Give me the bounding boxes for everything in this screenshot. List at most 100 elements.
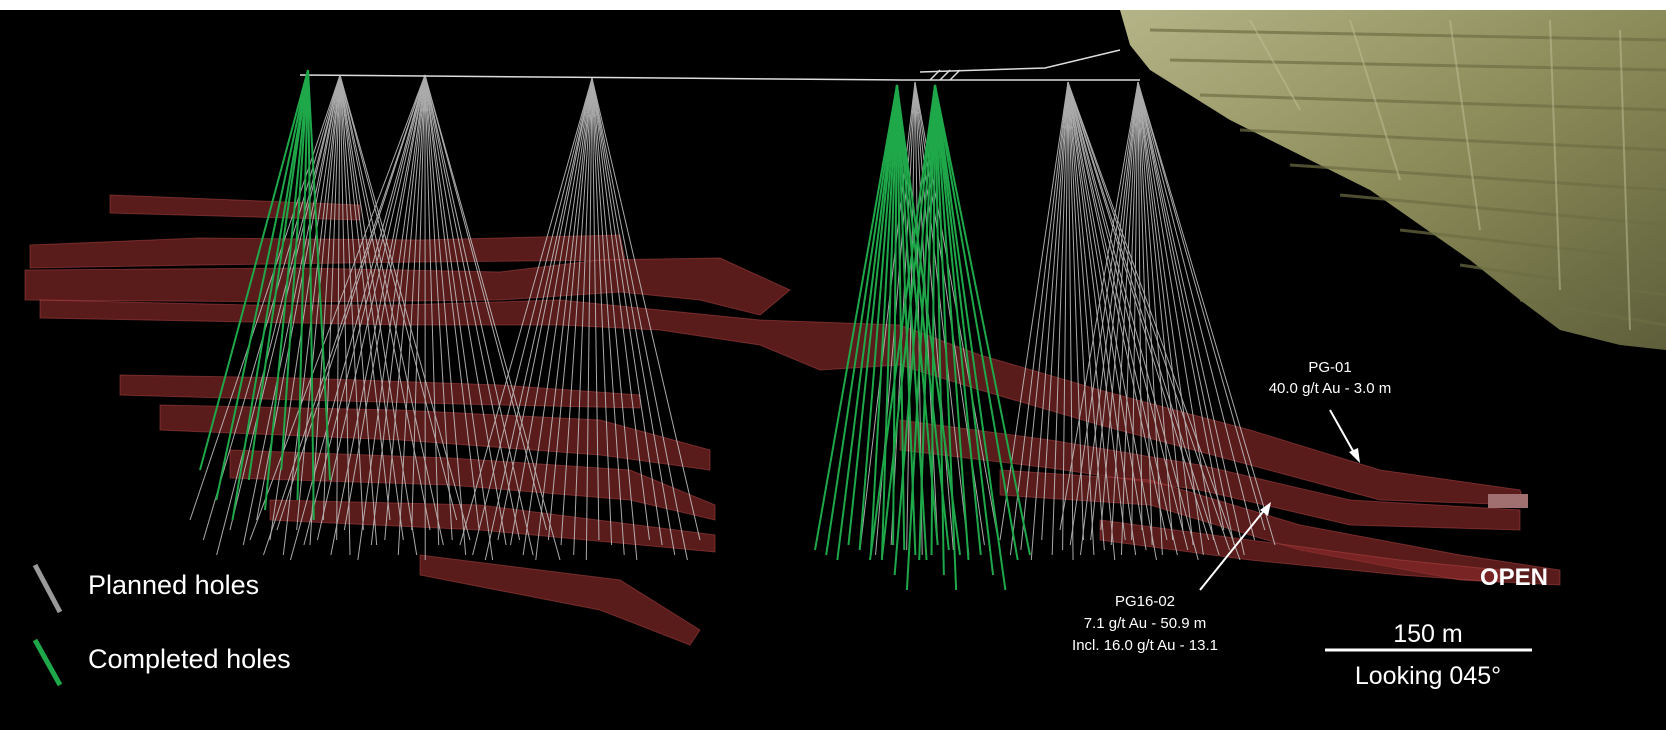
planned-hole	[339, 74, 391, 521]
planned-hole	[1137, 81, 1194, 546]
planned-hole	[1067, 81, 1116, 561]
completed-hole	[869, 84, 936, 561]
scale-bar-direction: Looking 045°	[1355, 662, 1501, 690]
legend-planned-label: Planned holes	[88, 570, 259, 600]
completed-hole	[215, 69, 309, 501]
planned-hole	[309, 74, 341, 546]
green-line-icon	[32, 638, 63, 687]
open-label: OPEN	[1480, 564, 1548, 591]
planned-hole	[216, 74, 341, 556]
completed-hole	[934, 84, 1007, 591]
gray-line-icon	[32, 563, 63, 614]
planned-hole	[370, 74, 426, 546]
planned-hole	[1137, 81, 1153, 546]
planned-hole	[585, 77, 593, 561]
planned-hole	[322, 74, 341, 521]
planned-hole	[1009, 81, 1069, 556]
completed-hole	[896, 84, 961, 556]
completed-hole	[247, 69, 309, 481]
legend: Planned holes Completed holes	[32, 563, 291, 687]
planned-hole	[1062, 81, 1069, 551]
completed-hole	[847, 84, 898, 546]
planned-hole	[411, 74, 426, 531]
planned-hole	[522, 77, 593, 556]
completed-hole	[934, 84, 1019, 561]
planned-hole	[424, 74, 507, 546]
planned-hole	[424, 74, 494, 561]
planned-hole	[397, 74, 426, 556]
planned-hole	[1137, 81, 1204, 556]
completed-hole	[280, 69, 309, 471]
annotation-pg16-02-arrow	[1199, 507, 1267, 591]
completed-hole	[896, 84, 939, 546]
scale-bar-distance: 150 m	[1393, 620, 1462, 648]
planned-hole	[1059, 81, 1139, 531]
completed-hole	[934, 84, 982, 556]
planned-hole	[547, 77, 593, 541]
planned-hole	[472, 77, 593, 556]
completed-hole	[814, 84, 898, 551]
completed-hole	[934, 84, 958, 591]
planned-hole	[1067, 81, 1084, 541]
planned-hole	[591, 77, 625, 556]
planned-hole	[1067, 81, 1074, 561]
planned-hole	[1067, 81, 1241, 561]
planned-hole	[535, 77, 593, 561]
planned-hole	[1137, 81, 1163, 556]
annotation-pg16-02: PG16-02 7.1 g/t Au - 50.9 m Incl. 16.0 g…	[1072, 502, 1271, 654]
planned-hole	[1120, 81, 1139, 556]
scale-bar: 150 m Looking 045°	[1325, 620, 1532, 690]
completed-hole	[264, 69, 309, 511]
planned-hole	[339, 74, 444, 546]
completed-hole	[231, 69, 309, 521]
annotation-pg16-02-grade: 7.1 g/t Au - 50.9 m	[1084, 615, 1207, 632]
planned-hole	[316, 74, 426, 541]
completed-hole	[893, 84, 936, 576]
planned-hole	[303, 74, 426, 546]
planned-hole	[339, 74, 364, 531]
planned-hole	[1137, 81, 1174, 541]
completed-hole	[858, 84, 898, 551]
annotation-pg-01-name: PG-01	[1308, 359, 1351, 376]
completed-hole	[836, 84, 898, 561]
planned-hole	[1067, 81, 1210, 541]
completed-hole	[881, 84, 936, 556]
planned-hole	[591, 77, 676, 556]
planned-hole	[1137, 81, 1256, 541]
planned-hole	[1137, 81, 1184, 531]
planned-hole	[510, 77, 593, 546]
planned-hole	[424, 74, 561, 561]
planned-hole	[1100, 81, 1139, 531]
completed-hole	[918, 84, 936, 561]
completed-hole	[869, 84, 898, 556]
planned-hole	[296, 74, 341, 531]
planned-hole	[357, 74, 426, 561]
annotation-pg16-02-incl: Incl. 16.0 g/t Au - 13.1	[1072, 637, 1218, 654]
collar-line	[299, 49, 1140, 81]
planned-hole	[1030, 81, 1069, 561]
planned-hole	[1131, 81, 1139, 541]
planned-hole	[424, 74, 453, 541]
annotation-pg16-02-name: PG16-02	[1115, 593, 1175, 610]
planned-hole	[330, 74, 426, 556]
planned-hole	[1020, 81, 1069, 551]
vein-end-marker	[1488, 494, 1528, 508]
planned-hole	[1079, 81, 1139, 556]
completed-hole	[934, 84, 995, 576]
completed-holes	[199, 69, 1031, 591]
planned-holes	[189, 74, 1276, 561]
annotation-pg-01: PG-01 40.0 g/t Au - 3.0 m	[1269, 359, 1391, 463]
vein-zones	[24, 194, 1561, 646]
open-pit-surface	[1120, 10, 1666, 350]
planned-hole	[591, 77, 600, 541]
planned-hole	[1137, 81, 1276, 546]
planned-hole	[484, 77, 593, 561]
completed-hole	[892, 84, 898, 546]
planned-hole	[424, 74, 521, 541]
completed-hole	[880, 84, 898, 561]
annotation-pg-01-arrowhead	[1349, 448, 1360, 463]
annotation-pg16-02-arrowhead	[1260, 502, 1271, 516]
planned-hole	[339, 74, 351, 556]
completed-hole	[307, 69, 331, 481]
